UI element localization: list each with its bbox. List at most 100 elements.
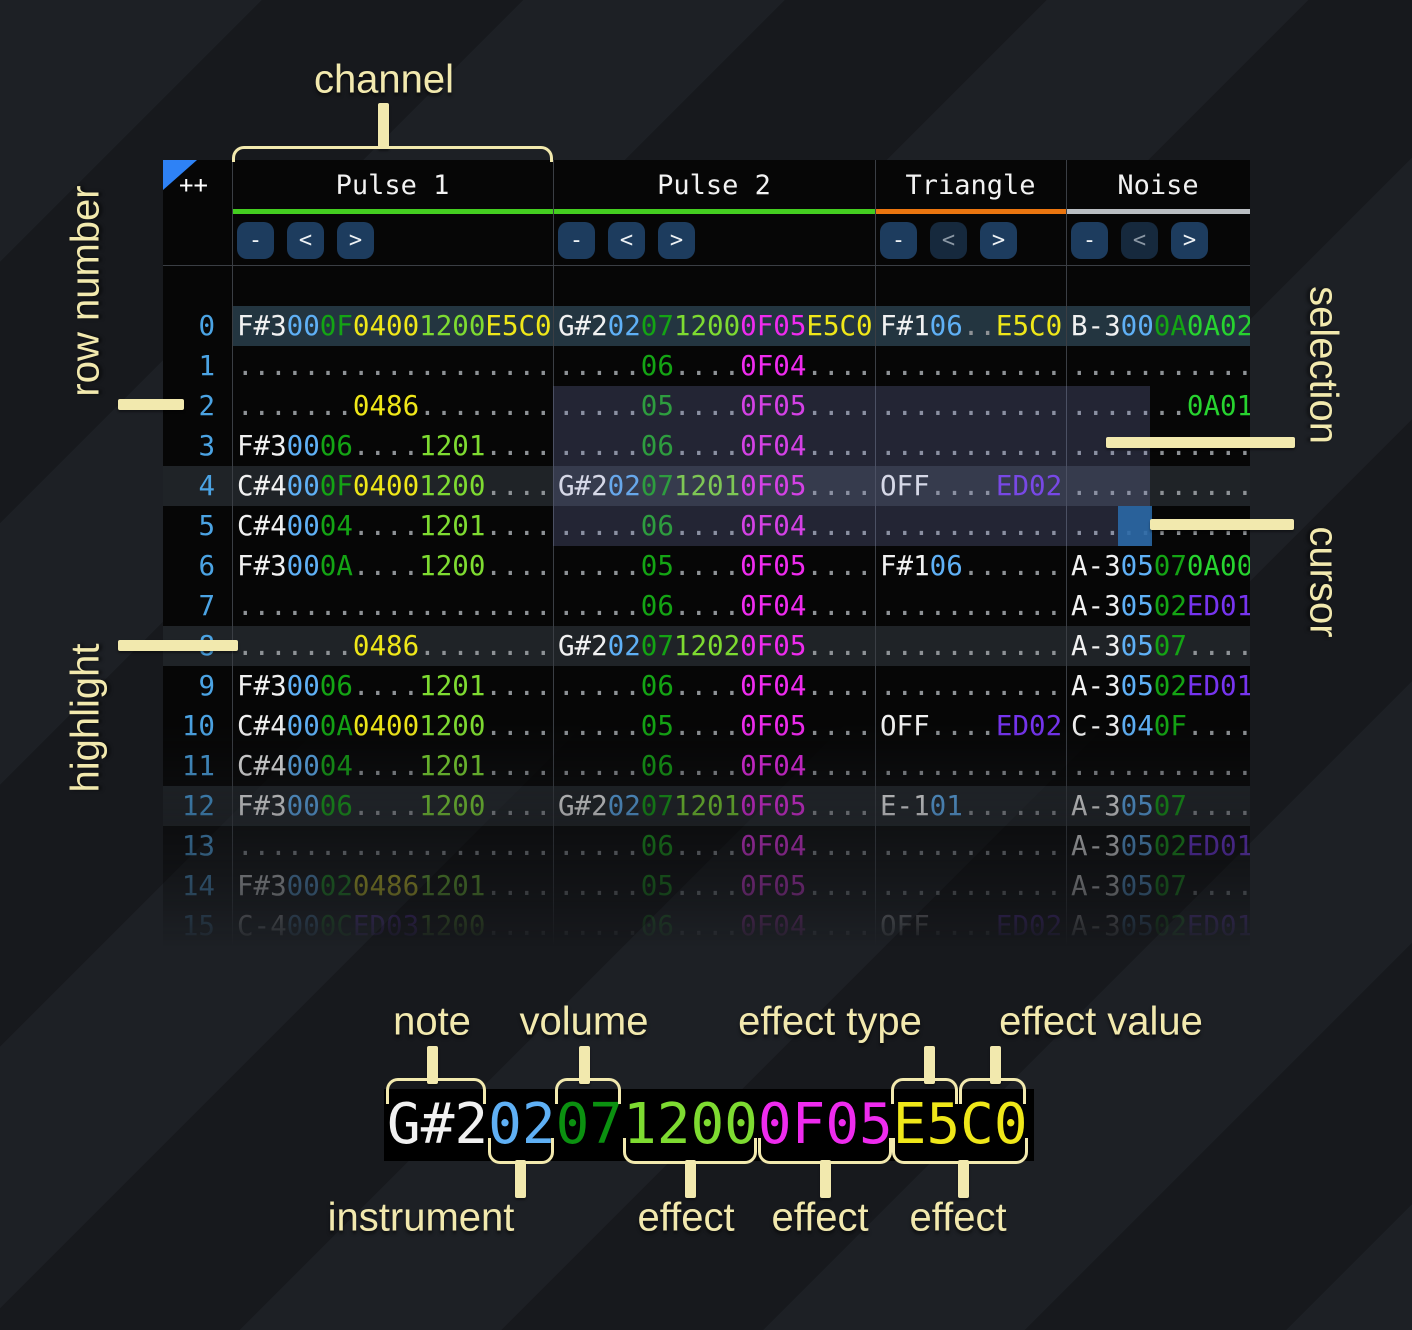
channel-triangle-prev-button[interactable]: < [930, 222, 967, 259]
cell-pulse-2-row-6[interactable]: .....05....0F05.... [553, 546, 875, 586]
cell-pulse-1-row-4[interactable]: C#4000F04001200.... [232, 466, 553, 506]
cell-pulse-1-row-3[interactable]: F#30006....1201.... [232, 426, 553, 466]
cell-noise-row-0[interactable]: B-3000A0A02 [1066, 306, 1250, 346]
cell-pulse-1-row-15[interactable]: C-4000CED031200.... [232, 906, 553, 946]
cell-pulse-2-row-0[interactable]: G#2020712000F05E5C0 [553, 306, 875, 346]
cell-triangle-row-1[interactable]: ........... [875, 346, 1066, 386]
cell-pulse-1-row-8[interactable]: .......0486........ [232, 626, 553, 666]
cell-noise-row-1[interactable]: ........... [1066, 346, 1250, 386]
cell-pulse-2-row-14[interactable]: .....05....0F05.... [553, 866, 875, 906]
cell-pulse-1-row-5[interactable]: C#40004....1201.... [232, 506, 553, 546]
cell-triangle-row-12[interactable]: E-101...... [875, 786, 1066, 826]
channel-triangle-minus-button[interactable]: - [880, 222, 917, 259]
cell-pulse-1-row-1[interactable]: ................... [232, 346, 553, 386]
pattern-cursor[interactable] [1118, 506, 1152, 546]
cell-triangle-row-10[interactable]: OFF....ED02 [875, 706, 1066, 746]
cell-segment: ....... [1071, 390, 1187, 422]
channel-pulse-1-minus-button[interactable]: - [237, 222, 274, 259]
cell-pulse-2-row-1[interactable]: .....06....0F04.... [553, 346, 875, 386]
cell-pulse-2-row-4[interactable]: G#2020712010F05.... [553, 466, 875, 506]
cell-segment: 0F04 [740, 910, 807, 942]
cell-segment: 0486 [352, 630, 420, 662]
cell-pulse-2-row-9[interactable]: .....06....0F04.... [553, 666, 875, 706]
cell-pulse-1-row-11[interactable]: C#40004....1201.... [232, 746, 553, 786]
cell-noise-row-15[interactable]: A-30502ED01 [1066, 906, 1250, 946]
cell-segment: B-3 [1071, 310, 1121, 342]
cell-pulse-2-row-8[interactable]: G#2020712020F05.... [553, 626, 875, 666]
channel-name-triangle[interactable]: Triangle [905, 170, 1036, 201]
cell-pulse-1-row-12[interactable]: F#30006....1200.... [232, 786, 553, 826]
cell-noise-row-4[interactable]: ........... [1066, 466, 1250, 506]
cell-pulse-2-row-2[interactable]: .....05....0F05.... [553, 386, 875, 426]
cell-noise-row-6[interactable]: A-305070A00 [1066, 546, 1250, 586]
cell-noise-row-2[interactable]: .......0A01 [1066, 386, 1250, 426]
cell-segment: A-3 [1071, 670, 1121, 702]
cell-noise-row-14[interactable]: A-30507.... [1066, 866, 1250, 906]
cell-triangle-row-5[interactable]: ........... [875, 506, 1066, 546]
cell-segment: 0A02 [1186, 310, 1250, 342]
cell-segment: 02 [1153, 830, 1187, 862]
channel-noise-minus-button[interactable]: - [1071, 222, 1108, 259]
cell-noise-row-7[interactable]: A-30502ED01 [1066, 586, 1250, 626]
channel-pointer-line [378, 103, 389, 149]
cell-triangle-row-6[interactable]: F#106...... [875, 546, 1066, 586]
cell-pulse-2-row-15[interactable]: .....06....0F04.... [553, 906, 875, 946]
channel-noise-next-button[interactable]: > [1171, 222, 1208, 259]
pattern-row-11: 11 C#40004....1201.... .....06....0F04....… [163, 746, 1250, 786]
cell-segment: .... [806, 510, 873, 542]
cell-pulse-2-row-12[interactable]: G#2020712010F05.... [553, 786, 875, 826]
cell-pulse-1-row-0[interactable]: F#3000F04001200E5C0 [232, 306, 553, 346]
cell-noise-row-10[interactable]: C-3040F.... [1066, 706, 1250, 746]
cell-pulse-2-row-13[interactable]: .....06....0F04.... [553, 826, 875, 866]
channel-name-pulse-2[interactable]: Pulse 2 [657, 170, 771, 201]
channel-name-pulse-1[interactable]: Pulse 1 [335, 170, 450, 201]
cell-segment: 07 [640, 790, 674, 822]
cell-pulse-2-row-10[interactable]: .....05....0F05.... [553, 706, 875, 746]
cell-triangle-row-7[interactable]: ........... [875, 586, 1066, 626]
cell-segment: G#2 [558, 790, 608, 822]
cell-triangle-row-4[interactable]: OFF....ED02 [875, 466, 1066, 506]
cell-triangle-row-14[interactable]: ........... [875, 866, 1066, 906]
cell-segment: 0400 [352, 710, 420, 742]
channel-pulse-1-prev-button[interactable]: < [287, 222, 324, 259]
effect-value-bracket [959, 1078, 1026, 1104]
channel-pulse-2-prev-button[interactable]: < [608, 222, 645, 259]
corner-label: ++ [179, 171, 208, 199]
cell-pulse-1-row-14[interactable]: F#3000204861201.... [232, 866, 553, 906]
cell-noise-row-11[interactable]: ........... [1066, 746, 1250, 786]
cell-pulse-1-row-13[interactable]: ................... [232, 826, 553, 866]
cell-pulse-1-row-2[interactable]: .......0486........ [232, 386, 553, 426]
cell-segment: 1201 [419, 870, 486, 902]
cell-triangle-row-3[interactable]: ........... [875, 426, 1066, 466]
cell-segment: 00 [286, 750, 320, 782]
channel-pulse-2-next-button[interactable]: > [658, 222, 695, 259]
cell-segment: ........... [880, 350, 1063, 382]
cell-pulse-1-row-6[interactable]: F#3000A....1200.... [232, 546, 553, 586]
channel-pulse-2-minus-button[interactable]: - [558, 222, 595, 259]
cell-pulse-2-row-7[interactable]: .....06....0F04.... [553, 586, 875, 626]
cell-noise-row-9[interactable]: A-30502ED01 [1066, 666, 1250, 706]
cell-triangle-row-11[interactable]: ........... [875, 746, 1066, 786]
cell-pulse-2-row-3[interactable]: .....06....0F04.... [553, 426, 875, 466]
cell-pulse-1-row-10[interactable]: C#4000A04001200.... [232, 706, 553, 746]
channel-pulse-1-next-button[interactable]: > [337, 222, 374, 259]
cell-segment: A-3 [1071, 910, 1121, 942]
cell-pulse-1-row-7[interactable]: ................... [232, 586, 553, 626]
cell-noise-row-8[interactable]: A-30507.... [1066, 626, 1250, 666]
cell-segment: .... [806, 790, 873, 822]
cell-noise-row-13[interactable]: A-30502ED01 [1066, 826, 1250, 866]
cell-triangle-row-8[interactable]: ........... [875, 626, 1066, 666]
channel-name-noise[interactable]: Noise [1117, 170, 1199, 201]
cell-pulse-2-row-5[interactable]: .....06....0F04.... [553, 506, 875, 546]
cell-triangle-row-13[interactable]: ........... [875, 826, 1066, 866]
cell-pulse-2-row-11[interactable]: .....06....0F04.... [553, 746, 875, 786]
cell-pulse-1-row-9[interactable]: F#30006....1201.... [232, 666, 553, 706]
cell-triangle-row-9[interactable]: ........... [875, 666, 1066, 706]
cell-segment: ........... [880, 590, 1063, 622]
cell-noise-row-12[interactable]: A-30507.... [1066, 786, 1250, 826]
channel-triangle-next-button[interactable]: > [980, 222, 1017, 259]
cell-triangle-row-2[interactable]: ........... [875, 386, 1066, 426]
cell-triangle-row-15[interactable]: OFF....ED02 [875, 906, 1066, 946]
cell-triangle-row-0[interactable]: F#106..E5C0 [875, 306, 1066, 346]
channel-noise-prev-button[interactable]: < [1121, 222, 1158, 259]
